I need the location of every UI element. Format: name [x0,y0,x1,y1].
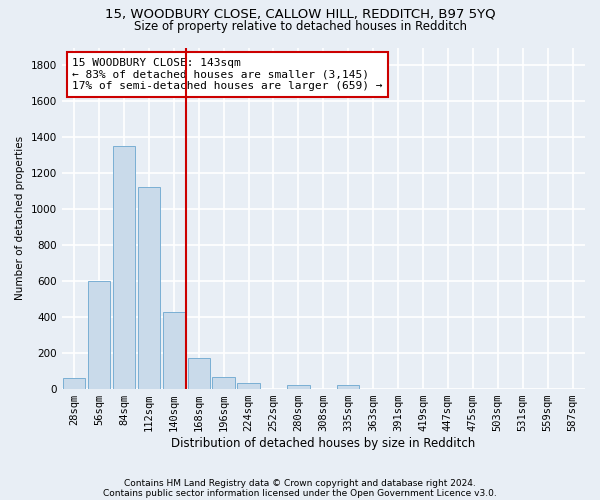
Y-axis label: Number of detached properties: Number of detached properties [15,136,25,300]
Bar [88,281,110,389]
Bar [137,187,160,389]
Bar [113,146,135,389]
Bar [238,383,260,389]
X-axis label: Distribution of detached houses by size in Redditch: Distribution of detached houses by size … [171,437,475,450]
Text: 15, WOODBURY CLOSE, CALLOW HILL, REDDITCH, B97 5YQ: 15, WOODBURY CLOSE, CALLOW HILL, REDDITC… [104,8,496,20]
Text: Contains public sector information licensed under the Open Government Licence v3: Contains public sector information licen… [103,488,497,498]
Bar [188,358,210,389]
Bar [63,378,85,389]
Bar [212,378,235,389]
Bar [287,386,310,389]
Text: Size of property relative to detached houses in Redditch: Size of property relative to detached ho… [133,20,467,33]
Bar [163,312,185,389]
Text: Contains HM Land Registry data © Crown copyright and database right 2024.: Contains HM Land Registry data © Crown c… [124,478,476,488]
Text: 15 WOODBURY CLOSE: 143sqm
← 83% of detached houses are smaller (3,145)
17% of se: 15 WOODBURY CLOSE: 143sqm ← 83% of detac… [72,58,383,91]
Bar [337,386,359,389]
